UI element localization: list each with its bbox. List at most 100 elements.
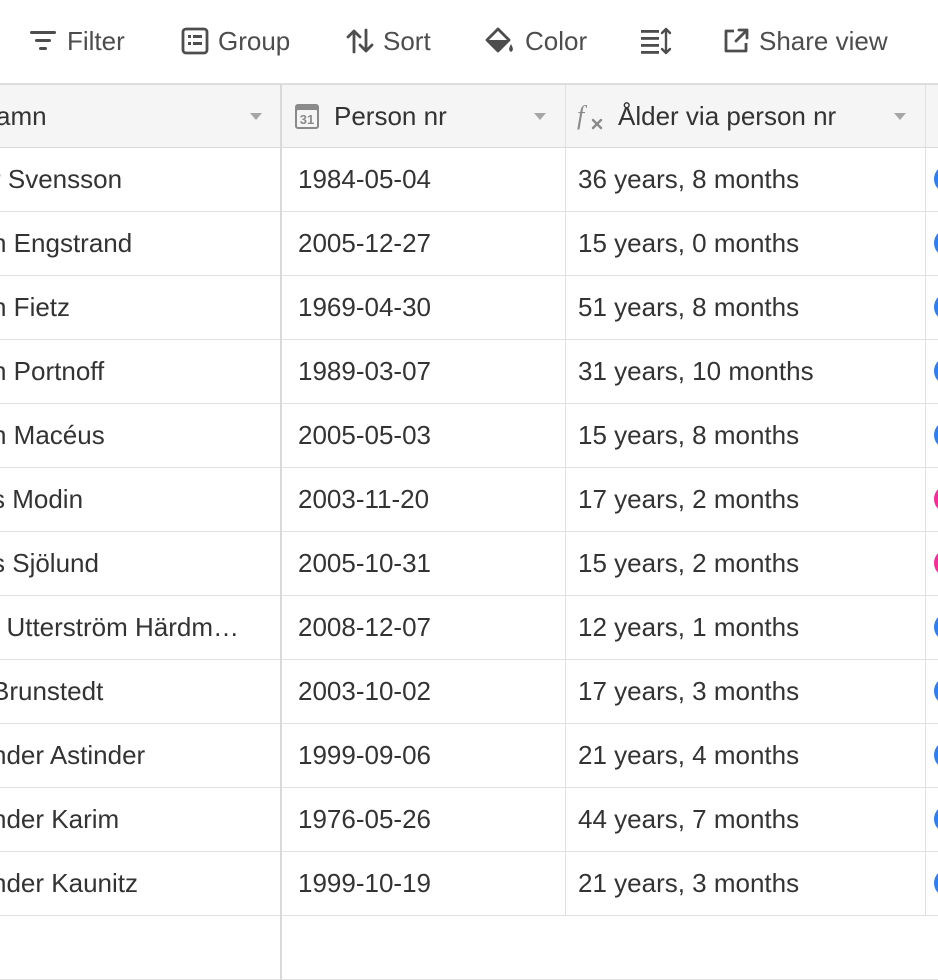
cell-person-nr[interactable]: 2005-10-31 (282, 532, 566, 595)
cell-age-text: 15 years, 8 months (578, 420, 800, 450)
cell-name[interactable]: Brunstedt (0, 660, 280, 723)
sort-label: Sort (383, 25, 431, 56)
formula-icon: f (577, 101, 603, 130)
table-row[interactable]: nder Astinder 1999-09-06 21 years, 4 month… (0, 724, 938, 788)
cell-next-column[interactable] (926, 596, 938, 659)
table-row[interactable]: s Sjölund 2005-10-31 15 years, 2 months (0, 532, 938, 596)
cell-person-nr[interactable]: 2008-12-07 (282, 596, 566, 659)
collaborator-avatar (934, 613, 938, 641)
cell-name-text: s Sjölund (0, 548, 99, 578)
cell-name[interactable]: n Fietz (0, 276, 280, 339)
cell-name[interactable]: nder Karim (0, 788, 280, 851)
cell-age[interactable]: 17 years, 3 months (566, 660, 926, 723)
cell-next-column[interactable] (926, 468, 938, 531)
cell-name-text: s Modin (0, 484, 84, 514)
svg-text:f: f (577, 101, 588, 130)
cell-age[interactable]: 36 years, 8 months (566, 148, 926, 211)
cell-person-nr[interactable]: 2005-12-27 (282, 212, 566, 275)
table-row[interactable]: n Engstrand 2005-12-27 15 years, 0 months (0, 212, 938, 276)
cell-age[interactable]: 15 years, 8 months (566, 404, 926, 467)
cell-name[interactable]: n Engstrand (0, 212, 280, 275)
cell-person-nr[interactable]: 2003-11-20 (282, 468, 566, 531)
filter-label: Filter (67, 25, 125, 56)
table-row[interactable]: Brunstedt 2003-10-02 17 years, 3 months (0, 660, 938, 724)
cell-age-text: 17 years, 3 months (578, 676, 800, 706)
filter-icon (30, 31, 56, 50)
group-icon (181, 27, 209, 55)
group-button[interactable]: Group (181, 18, 290, 64)
add-row-area[interactable] (0, 916, 938, 980)
cell-name[interactable]: t Utterström Härdm… (0, 596, 280, 659)
table-row[interactable]: n Macéus 2005-05-03 15 years, 8 months (0, 404, 938, 468)
cell-person-nr[interactable]: 1976-05-26 (282, 788, 566, 851)
cell-person-nr[interactable]: 1999-10-19 (282, 852, 566, 915)
table-row[interactable]: nder Kaunitz 1999-10-19 21 years, 3 months (0, 852, 938, 916)
color-label: Color (525, 25, 588, 56)
cell-next-column[interactable] (926, 340, 938, 403)
table-row[interactable]: s Modin 2003-11-20 17 years, 2 months (0, 468, 938, 532)
chevron-down-icon[interactable] (534, 113, 546, 120)
collaborator-avatar (934, 549, 938, 577)
chevron-down-icon[interactable] (894, 113, 906, 120)
share-view-button[interactable]: Share view (722, 18, 888, 64)
cell-next-column[interactable] (926, 788, 938, 851)
collaborator-avatar (934, 741, 938, 769)
cell-next-column[interactable] (926, 724, 938, 787)
cell-person-nr[interactable]: 1969-04-30 (282, 276, 566, 339)
cell-name-text: r Svensson (0, 164, 123, 194)
table-row[interactable]: n Fietz 1969-04-30 51 years, 8 months (0, 276, 938, 340)
cell-age[interactable]: 15 years, 2 months (566, 532, 926, 595)
cell-name[interactable]: nder Kaunitz (0, 852, 280, 915)
column-header-age[interactable]: f Ålder via person nr (566, 85, 926, 147)
collaborator-avatar (934, 229, 938, 257)
chevron-down-icon[interactable] (250, 113, 262, 120)
table-row[interactable]: n Portnoff 1989-03-07 31 years, 10 months (0, 340, 938, 404)
cell-name[interactable]: n Portnoff (0, 340, 280, 403)
cell-name[interactable]: s Sjölund (0, 532, 280, 595)
cell-name[interactable]: n Macéus (0, 404, 280, 467)
cell-person-nr-text: 2005-05-03 (298, 420, 431, 450)
cell-name[interactable]: nder Astinder (0, 724, 280, 787)
cell-person-nr-text: 1999-10-19 (298, 868, 431, 898)
cell-age[interactable]: 21 years, 4 months (566, 724, 926, 787)
view-toolbar: Filter Group Sort Color (0, 0, 938, 84)
cell-person-nr[interactable]: 1984-05-04 (282, 148, 566, 211)
cell-age[interactable]: 17 years, 2 months (566, 468, 926, 531)
cell-next-column[interactable] (926, 276, 938, 339)
cell-next-column[interactable] (926, 404, 938, 467)
table-row[interactable]: nder Karim 1976-05-26 44 years, 7 months (0, 788, 938, 852)
cell-name[interactable]: r Svensson (0, 148, 280, 211)
column-header-name[interactable]: amn (0, 85, 282, 147)
cell-person-nr[interactable]: 1999-09-06 (282, 724, 566, 787)
column-header-person-nr[interactable]: 31 Person nr (282, 85, 566, 147)
collaborator-avatar (934, 485, 938, 513)
cell-next-column[interactable] (926, 212, 938, 275)
row-height-button[interactable] (640, 18, 672, 64)
cell-person-nr[interactable]: 2003-10-02 (282, 660, 566, 723)
cell-next-column[interactable] (926, 532, 938, 595)
cell-next-column[interactable] (926, 148, 938, 211)
cell-name-text: nder Karim (0, 804, 120, 834)
cell-age[interactable]: 12 years, 1 months (566, 596, 926, 659)
cell-person-nr-text: 1969-04-30 (298, 292, 431, 322)
column-header-name-label: amn (0, 100, 47, 131)
cell-name-text: n Engstrand (0, 228, 133, 258)
cell-age[interactable]: 15 years, 0 months (566, 212, 926, 275)
cell-person-nr[interactable]: 1989-03-07 (282, 340, 566, 403)
sort-button[interactable]: Sort (346, 18, 431, 64)
cell-age[interactable]: 31 years, 10 months (566, 340, 926, 403)
table-row[interactable]: r Svensson 1984-05-04 36 years, 8 months (0, 148, 938, 212)
column-header-next[interactable] (926, 85, 938, 147)
cell-person-nr-text: 1989-03-07 (298, 356, 431, 386)
color-button[interactable]: Color (484, 18, 587, 64)
cell-name[interactable]: s Modin (0, 468, 280, 531)
table-row[interactable]: t Utterström Härdm… 2008-12-07 12 years, 1… (0, 596, 938, 660)
filter-button[interactable]: Filter (28, 18, 125, 64)
cell-age[interactable]: 51 years, 8 months (566, 276, 926, 339)
cell-next-column[interactable] (926, 852, 938, 915)
cell-age[interactable]: 44 years, 7 months (566, 788, 926, 851)
cell-next-column[interactable] (926, 660, 938, 723)
row-height-icon (641, 27, 672, 55)
cell-person-nr[interactable]: 2005-05-03 (282, 404, 566, 467)
cell-age[interactable]: 21 years, 3 months (566, 852, 926, 915)
